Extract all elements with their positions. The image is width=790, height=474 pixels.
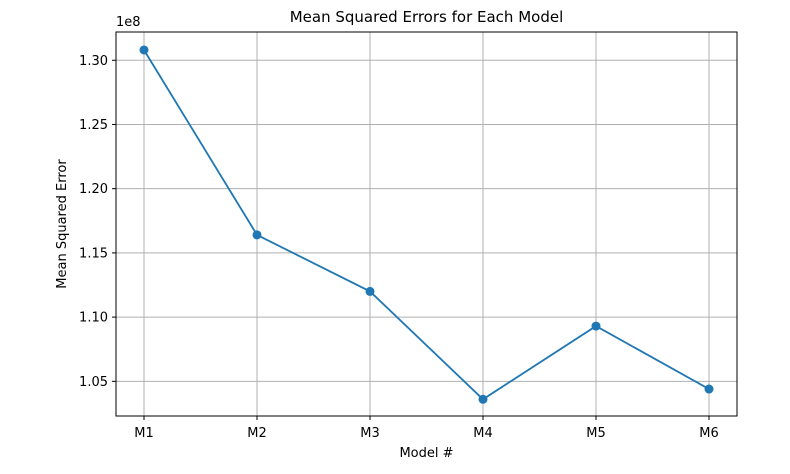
data-point <box>478 394 488 404</box>
y-tick-label: 1.05 <box>79 375 108 390</box>
y-axis-offset-label: 1e8 <box>116 15 141 30</box>
data-point <box>365 286 375 296</box>
y-tick-label: 1.10 <box>79 311 108 326</box>
x-tick-label: M5 <box>586 426 606 441</box>
y-axis-ticks: 1.05 1.10 1.15 1.20 1.25 1.30 <box>79 54 116 390</box>
grid-lines <box>116 32 737 416</box>
chart-title: Mean Squared Errors for Each Model <box>290 8 564 26</box>
y-tick-label: 1.20 <box>79 182 108 197</box>
x-tick-label: M2 <box>247 426 267 441</box>
data-point <box>591 321 601 331</box>
y-tick-label: 1.15 <box>79 246 108 261</box>
series-line <box>143 49 710 401</box>
data-point <box>252 230 262 240</box>
x-axis-label: Model # <box>399 446 453 461</box>
data-point <box>704 384 714 394</box>
x-axis-ticks: M1 M2 M3 M4 M5 M6 <box>134 416 719 441</box>
series-layer <box>139 45 714 404</box>
x-tick-label: M1 <box>134 426 154 441</box>
x-tick-label: M3 <box>360 426 380 441</box>
y-tick-label: 1.25 <box>79 118 108 133</box>
data-point <box>139 45 149 55</box>
y-tick-label: 1.30 <box>79 54 108 69</box>
x-tick-label: M4 <box>473 426 493 441</box>
y-axis-label: Mean Squared Error <box>55 159 70 289</box>
x-tick-label: M6 <box>699 426 719 441</box>
plot-area-frame <box>115 31 738 417</box>
